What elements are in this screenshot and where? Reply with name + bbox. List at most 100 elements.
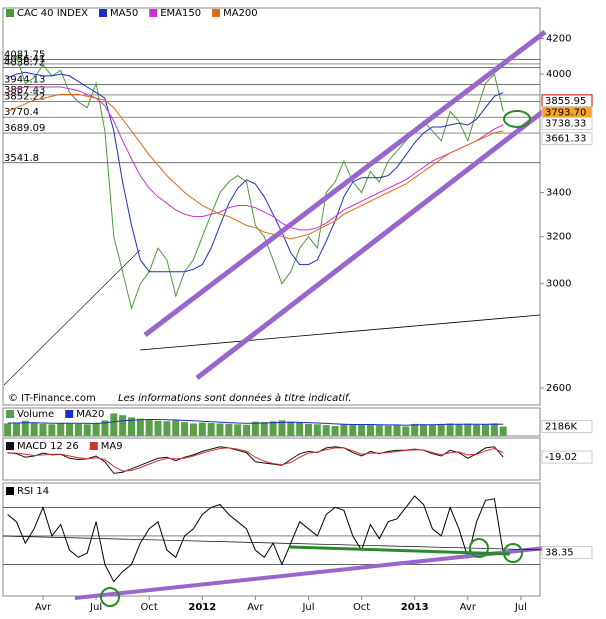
level-label: 4081.75 [4,49,45,60]
legend-label: MA200 [223,8,258,19]
volume-bar [420,424,428,436]
value-tag [541,546,593,560]
volume-bar [269,421,277,436]
volume-bar [154,420,162,436]
macd-line [7,446,504,474]
volume-bar [172,420,180,436]
volume-bar [189,423,197,436]
ma-line [7,71,504,273]
y-tick-label: 3400 [546,188,571,199]
volume-bar [110,413,118,436]
ma-line [7,86,504,231]
legend-label: MA9 [101,441,123,452]
volume-bar [57,423,65,436]
volume-bar [296,422,304,436]
macd-frame [2,437,541,481]
volume-bar [21,420,29,436]
rsi-line [7,495,504,583]
volume-bar [437,423,445,436]
volume-bar [119,415,127,436]
y-tick-label: 3200 [546,232,571,243]
value-tag [541,450,593,464]
legend-label: EMA150 [160,8,201,19]
value-tag [541,420,593,434]
legend-label: RSI 14 [17,486,49,497]
volume-bar [145,419,153,436]
y-tick-label: 3000 [546,279,571,290]
highlight [503,110,531,128]
volume-bar [66,423,74,436]
value-tag-label: 3738.33 [545,118,586,129]
x-tick-label: Avr [247,602,264,613]
highlight [100,587,120,607]
legend-swatch [212,9,221,17]
legend-label: Volume [17,409,54,420]
price-line [7,55,504,311]
volume-bar [163,421,171,436]
x-tick-label: 2013 [401,602,429,613]
volume-bar [12,422,20,436]
volume-bar [340,423,348,436]
volume-bar [74,423,82,436]
volume-bar [446,423,454,436]
x-tick-label: Avr [460,602,477,613]
volume-bar [464,423,472,436]
volume-bar [278,420,286,436]
level-label: 3770.4 [4,107,39,118]
highlight [469,538,489,558]
volume-bar [4,423,12,436]
value-tag-label: 3855.95 [545,96,586,107]
x-tick-label: 2012 [188,602,216,613]
value-tag-label: -19.02 [545,452,577,463]
volume-bar [322,425,330,436]
volume-bar [402,426,410,436]
price-frame [2,7,541,406]
x-tick-label: Oct [141,602,158,613]
x-tick-label: Oct [353,602,370,613]
volume-bar [101,420,109,436]
ma-line [7,93,504,240]
rsi-trend [2,535,546,551]
rsi-frame [2,482,541,597]
legend-swatch [6,9,14,17]
volume-ma [7,419,504,426]
volume-bar [198,422,206,436]
volume-bar [207,423,215,436]
level-label: 3887.43 [4,85,45,96]
volume-bar [393,424,401,436]
volume-bar [349,424,357,436]
macd-line [7,447,504,472]
volume-bar [490,423,498,436]
volume-bar [181,422,189,436]
level-label: 4056.41 [4,54,45,65]
volume-bar [411,423,419,436]
legend-label: MA50 [110,8,138,19]
value-tag-label: 2186K [545,422,577,433]
source: © IT-Finance.com [8,393,96,404]
rsi-support [289,545,511,556]
value-tag [541,132,593,146]
channel-lower [195,108,547,380]
legend-swatch [99,9,108,17]
volume-bar [225,423,233,436]
volume-bar [287,421,295,436]
channel-upper [143,30,547,337]
volume-bar [375,425,383,436]
x-tick-label: Jul [89,602,102,613]
volume-bar [482,424,489,436]
volume-bar [243,424,251,436]
volume-bar [499,426,507,436]
volume-bar [428,424,436,436]
value-tag-label: 3793.70 [545,108,586,119]
volume-bar [366,424,374,436]
level-label: 4036.72 [4,57,45,68]
volume-bar [384,425,392,436]
x-tick-label: Avr [35,602,52,613]
volume-bar [305,423,312,436]
rsi-trend [74,546,546,600]
volume-bar [92,423,100,436]
volume-bar [216,423,224,436]
value-tag-label: 38.35 [545,548,574,559]
legend-swatch [6,410,14,418]
x-tick-label: Jul [301,602,314,613]
